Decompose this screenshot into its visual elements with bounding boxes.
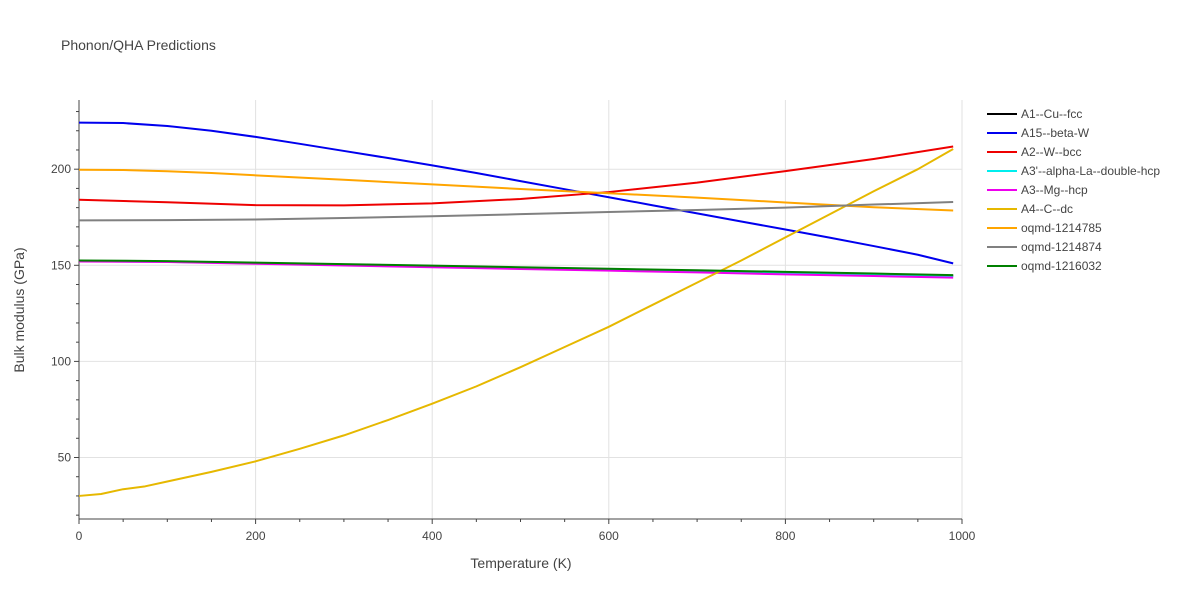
legend-label: oqmd-1214785 <box>1021 221 1102 235</box>
legend-item[interactable]: A3'--alpha-La--double-hcp <box>987 164 1160 178</box>
y-tick-label: 150 <box>51 258 71 272</box>
legend-item[interactable]: oqmd-1216032 <box>987 259 1102 273</box>
legend-item[interactable]: A3--Mg--hcp <box>987 183 1088 197</box>
x-tick-label: 0 <box>76 529 83 543</box>
legend-label: oqmd-1214874 <box>1021 240 1102 254</box>
legend[interactable]: A1--Cu--fcc A15--beta-W A2--W--bcc A3'--alp… <box>987 107 1160 273</box>
series-line-7 <box>78 201 954 222</box>
series-line-4 <box>78 260 954 279</box>
legend-item[interactable]: oqmd-1214874 <box>987 240 1102 254</box>
x-tick-label: 200 <box>246 529 266 543</box>
x-tick-label: 600 <box>599 529 619 543</box>
y-tick-label: 200 <box>51 162 71 176</box>
y-axis-title: Bulk modulus (GPa) <box>11 247 27 372</box>
legend-item[interactable]: A2--W--bcc <box>987 145 1081 159</box>
x-tick-label: 400 <box>422 529 442 543</box>
y-tick-label: 50 <box>58 450 72 464</box>
series-line-8 <box>78 259 954 277</box>
x-tick-label: 800 <box>775 529 795 543</box>
chart-title: Phonon/QHA Predictions <box>61 37 216 53</box>
legend-item[interactable]: A4--C--dc <box>987 202 1073 216</box>
x-tick-label: 1000 <box>949 529 976 543</box>
series-line-5 <box>78 148 954 497</box>
legend-label: A3'--alpha-La--double-hcp <box>1021 164 1160 178</box>
grid-layer <box>79 100 963 519</box>
series-line-2 <box>78 145 954 207</box>
legend-item[interactable]: oqmd-1214785 <box>987 221 1102 235</box>
legend-label: oqmd-1216032 <box>1021 259 1102 273</box>
legend-label: A2--W--bcc <box>1021 145 1081 159</box>
series-line-1 <box>78 121 954 265</box>
legend-label: A3--Mg--hcp <box>1021 183 1088 197</box>
legend-item[interactable]: A15--beta-W <box>987 126 1090 140</box>
y-tick-label: 100 <box>51 354 71 368</box>
legend-label: A1--Cu--fcc <box>1021 107 1082 121</box>
series-line-6 <box>78 168 954 212</box>
x-axis-title: Temperature (K) <box>470 555 571 571</box>
legend-item[interactable]: A1--Cu--fcc <box>987 107 1082 121</box>
series-layer <box>78 121 954 497</box>
legend-label: A15--beta-W <box>1021 126 1090 140</box>
legend-label: A4--C--dc <box>1021 202 1073 216</box>
